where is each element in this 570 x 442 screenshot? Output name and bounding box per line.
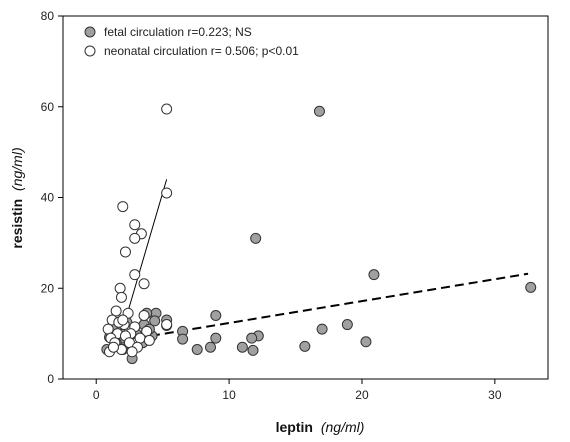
y-tick-label: 60 xyxy=(41,100,55,114)
x-axis-label-name: leptin xyxy=(276,419,313,435)
axes-layer: 0 10 20 30 0 20 40 60 80 xyxy=(41,9,502,402)
data-point-series-1 xyxy=(161,103,173,115)
y-axis-label-name: resistin xyxy=(9,199,25,249)
y-axis-label-unit: (ng/ml) xyxy=(9,147,25,191)
data-point-series-1 xyxy=(102,323,114,335)
data-point-series-1 xyxy=(115,291,127,303)
data-point-series-0 xyxy=(316,323,328,335)
x-tick-label: 20 xyxy=(355,388,369,402)
data-point-series-1 xyxy=(143,334,155,346)
legend-label-fetal: fetal circulation r=0.223; NS xyxy=(104,25,252,39)
data-point-series-0 xyxy=(191,344,203,356)
y-tick-label: 0 xyxy=(47,372,54,386)
data-point-series-0 xyxy=(247,344,259,356)
legend-marker-fetal xyxy=(84,26,96,38)
data-point-series-1 xyxy=(129,269,141,281)
data-point-series-0 xyxy=(368,269,380,281)
y-tick-label: 40 xyxy=(41,191,55,205)
data-point-series-1 xyxy=(117,201,129,213)
data-point-series-0 xyxy=(313,105,325,117)
y-axis-label: resistin (ng/ml) xyxy=(9,147,25,248)
data-point-series-0 xyxy=(246,332,258,344)
data-point-series-0 xyxy=(236,341,248,353)
x-tick-label: 10 xyxy=(222,388,236,402)
y-tick-label: 20 xyxy=(41,281,55,295)
data-points-layer xyxy=(101,103,537,365)
data-point-series-1 xyxy=(129,219,141,231)
legend-marker-neonatal xyxy=(84,45,96,57)
data-point-series-0 xyxy=(525,281,537,293)
legend-label-neonatal: neonatal circulation r= 0.506; p<0.01 xyxy=(104,44,299,58)
data-point-series-0 xyxy=(149,315,161,327)
data-point-series-1 xyxy=(138,278,150,290)
data-point-series-1 xyxy=(161,319,173,331)
data-point-series-0 xyxy=(204,341,216,353)
data-point-series-1 xyxy=(138,309,150,321)
data-point-series-0 xyxy=(210,309,222,321)
data-point-series-0 xyxy=(210,332,222,344)
data-point-series-1 xyxy=(110,305,122,317)
data-point-series-0 xyxy=(250,232,262,244)
data-point-series-0 xyxy=(360,336,372,348)
data-point-series-1 xyxy=(107,341,119,353)
x-tick-label: 30 xyxy=(488,388,502,402)
data-point-series-1 xyxy=(114,282,126,294)
data-point-series-1 xyxy=(161,187,173,199)
data-point-series-0 xyxy=(299,340,311,352)
x-axis-label: leptin (ng/ml) xyxy=(276,419,365,435)
x-axis-label-unit: (ng/ml) xyxy=(321,419,365,435)
data-point-series-1 xyxy=(134,332,146,344)
data-point-series-1 xyxy=(126,346,138,358)
data-point-series-0 xyxy=(341,319,353,331)
y-tick-label: 80 xyxy=(41,9,55,23)
x-tick-label: 0 xyxy=(93,388,100,402)
data-point-series-1 xyxy=(129,232,141,244)
data-point-series-1 xyxy=(119,246,131,258)
legend: fetal circulation r=0.223; NS neonatal c… xyxy=(84,25,299,58)
data-point-series-1 xyxy=(117,314,129,326)
data-point-series-0 xyxy=(177,333,189,345)
